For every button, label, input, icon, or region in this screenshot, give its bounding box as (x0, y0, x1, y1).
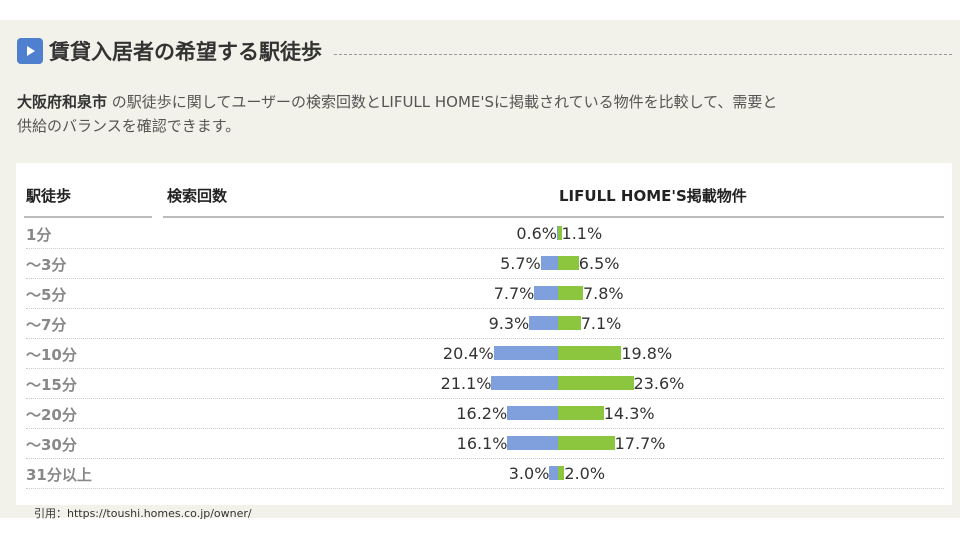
search-bar (507, 436, 559, 450)
listings-bar (558, 286, 583, 300)
search-value: 7.7% (493, 283, 535, 303)
listings-cell: 23.6% (558, 373, 684, 393)
table-row: ～30分 16.1% 17.7% (26, 429, 944, 459)
search-cell: 0.6% (516, 223, 559, 243)
column-header-walk: 駅徒歩 (26, 187, 72, 205)
search-bar (534, 286, 559, 300)
listings-value: 17.7% (614, 433, 666, 453)
search-cell: 20.4% (443, 343, 559, 363)
listings-value: 6.5% (578, 253, 620, 273)
search-cell: 5.7% (500, 253, 559, 273)
listings-cell: 7.8% (558, 283, 624, 303)
search-bar (549, 466, 559, 480)
column-header-listings: LIFULL HOME'S掲載物件 (559, 187, 747, 205)
listings-value: 14.3% (603, 403, 655, 423)
table-row: ～3分 5.7% 6.5% (26, 249, 944, 279)
search-value: 16.1% (456, 433, 508, 453)
search-value: 5.7% (500, 253, 541, 273)
search-value: 3.0% (508, 463, 550, 483)
search-bar (529, 316, 559, 330)
search-bar (491, 376, 559, 390)
listings-bar (558, 406, 604, 420)
listings-cell: 2.0% (558, 463, 605, 483)
row-label: ～3分 (26, 256, 67, 274)
search-value: 21.1% (440, 373, 492, 393)
listings-bar (558, 376, 634, 390)
search-cell: 7.7% (494, 283, 559, 303)
play-icon (17, 38, 43, 64)
listings-value: 7.1% (580, 313, 622, 333)
header-divider (163, 216, 944, 218)
row-label: ～10分 (26, 346, 77, 364)
description: 大阪府和泉市 の駅徒歩に関してユーザーの検索回数とLIFULL HOME'Sに掲… (17, 90, 947, 138)
listings-value: 1.1% (561, 223, 603, 243)
listings-cell: 6.5% (558, 253, 619, 273)
listings-value: 2.0% (564, 463, 606, 483)
search-bar (540, 256, 559, 270)
table-row: ～15分 21.1% 23.6% (26, 369, 944, 399)
listings-bar (558, 226, 562, 240)
search-cell: 9.3% (489, 313, 559, 333)
listings-cell: 14.3% (558, 403, 655, 423)
listings-bar (558, 346, 622, 360)
search-cell: 3.0% (509, 463, 559, 483)
search-value: 20.4% (442, 343, 494, 363)
listings-cell: 17.7% (558, 433, 665, 453)
comparison-table: 駅徒歩 検索回数 LIFULL HOME'S掲載物件 1分 0.6% 1.1% ～… (16, 163, 952, 505)
row-label: ～20分 (26, 406, 77, 424)
section-title: 賃貸入居者の希望する駅徒歩 (49, 40, 322, 64)
listings-cell: 1.1% (558, 223, 602, 243)
listings-bar (558, 436, 615, 450)
citation: 引用：https://toushi.homes.co.jp/owner/ (34, 507, 252, 520)
search-value: 16.2% (456, 403, 508, 423)
table-row: 1分 0.6% 1.1% (26, 219, 944, 249)
row-label: 31分以上 (26, 466, 92, 484)
row-label: ～15分 (26, 376, 77, 394)
listings-cell: 7.1% (558, 313, 621, 333)
table-row: ～5分 7.7% 7.8% (26, 279, 944, 309)
listings-bar (558, 316, 581, 330)
dotted-divider (334, 53, 952, 55)
search-bar (507, 406, 559, 420)
city-name: 大阪府和泉市 (17, 93, 108, 111)
row-label: ～7分 (26, 316, 67, 334)
row-label: 1分 (26, 226, 52, 244)
table-row: 31分以上 3.0% 2.0% (26, 459, 944, 489)
search-cell: 16.1% (457, 433, 559, 453)
column-header-search: 検索回数 (167, 187, 228, 205)
listings-bar (558, 256, 579, 270)
listings-value: 19.8% (621, 343, 673, 363)
header-divider (24, 216, 152, 218)
row-label: ～30分 (26, 436, 77, 454)
listings-value: 7.8% (582, 283, 624, 303)
search-value: 0.6% (516, 223, 557, 243)
description-text: の駅徒歩に関してユーザーの検索回数とLIFULL HOME'Sに掲載されている物… (107, 93, 778, 111)
search-value: 9.3% (488, 313, 530, 333)
section-header: 賃貸入居者の希望する駅徒歩 (17, 36, 952, 66)
search-bar (493, 346, 559, 360)
table-row: ～20分 16.2% 14.3% (26, 399, 944, 429)
listings-cell: 19.8% (558, 343, 672, 363)
description-text-2: 供給のバランスを確認できます。 (17, 117, 241, 135)
listings-bar (558, 466, 565, 480)
table-row: ～10分 20.4% 19.8% (26, 339, 944, 369)
listings-value: 23.6% (633, 373, 685, 393)
search-cell: 21.1% (441, 373, 559, 393)
search-cell: 16.2% (456, 403, 559, 423)
table-row: ～7分 9.3% 7.1% (26, 309, 944, 339)
row-label: ～5分 (26, 286, 67, 304)
